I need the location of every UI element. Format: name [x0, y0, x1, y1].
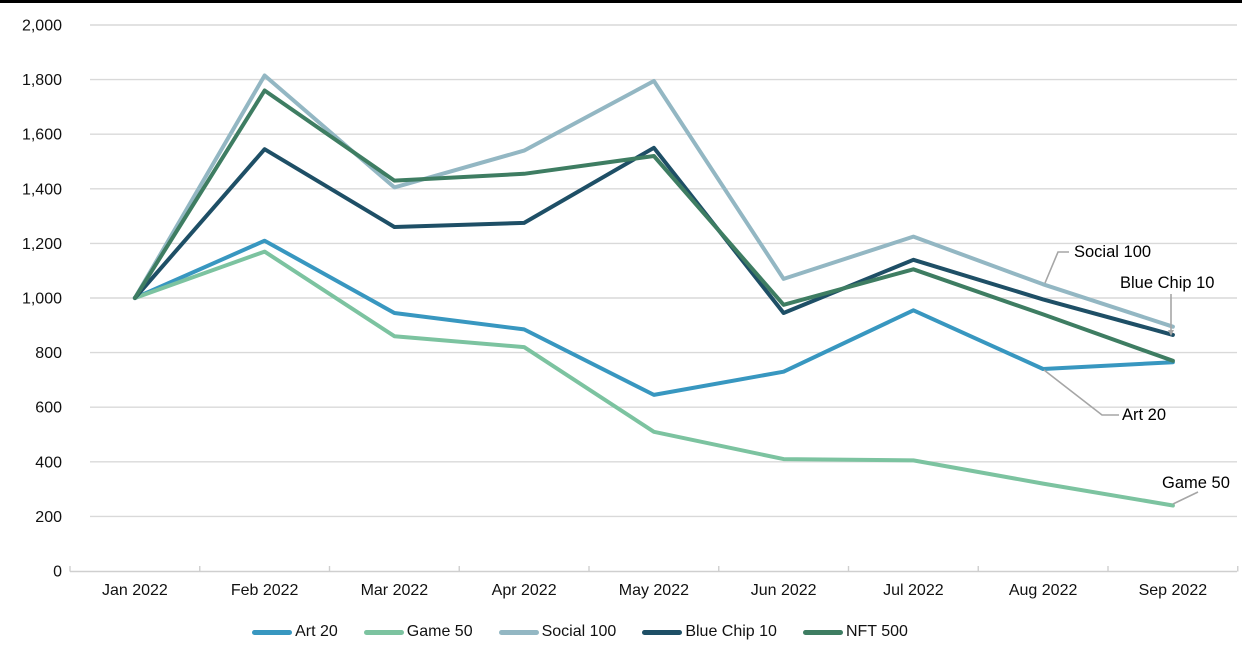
x-axis-label-sep-2022: Sep 2022	[1139, 582, 1208, 599]
legend-item-game-50: Game 50	[363, 623, 473, 641]
legend-swatch-social-100	[498, 629, 539, 635]
y-axis-tick-label-1200: 1,200	[22, 236, 62, 253]
series-line-social-100	[132, 73, 1175, 329]
y-axis-tick-label-2000: 2,000	[22, 18, 62, 35]
x-axis-label-jul-2022: Jul 2022	[883, 582, 944, 599]
y-axis-tick-label-1000: 1,000	[22, 291, 62, 308]
annotations: Social 100 Blue Chip 10 Art 20 Game 50	[1043, 243, 1230, 505]
y-axis-tick-label-1600: 1,600	[22, 127, 62, 144]
legend-label-art-20: Art 20	[295, 623, 338, 640]
x-axis-label-jun-2022: Jun 2022	[751, 582, 817, 599]
series-line-nft-500	[132, 88, 1175, 363]
legend-label-social-100: Social 100	[541, 623, 617, 640]
y-axis-tick-label-200: 200	[35, 509, 62, 526]
gridlines: 0 200 400 600 800 1,000 1,200 1,400 1,600 1,800 2,…	[22, 18, 1237, 581]
legend-swatch-art-20	[252, 629, 293, 635]
x-axis-label-jan-2022: Jan 2022	[102, 582, 168, 599]
series-line-blue-chip-10	[132, 145, 1175, 337]
series-lines	[132, 73, 1175, 508]
legend-label-game-50: Game 50	[406, 623, 473, 640]
annotation-game-50: Game 50	[1162, 474, 1230, 492]
series-line-game-50	[132, 249, 1175, 508]
y-axis-tick-label-800: 800	[35, 345, 62, 362]
y-axis-tick-label-1400: 1,400	[22, 181, 62, 198]
x-axis-label-feb-2022: Feb 2022	[231, 582, 299, 599]
chart-canvas: 0 200 400 600 800 1,000 1,200 1,400 1,600 1,800 2,…	[22, 18, 1239, 599]
x-axis-label-apr-2022: Apr 2022	[492, 582, 557, 599]
annotation-social-100: Social 100	[1074, 243, 1151, 261]
legend-swatch-blue-chip-10	[642, 629, 683, 635]
annotation-art-20: Art 20	[1122, 406, 1166, 424]
series-line-art-20	[132, 238, 1175, 397]
y-axis-tick-label-400: 400	[35, 454, 62, 471]
legend-item-blue-chip-10: Blue Chip 10	[642, 623, 777, 641]
legend-label-blue-chip-10: Blue Chip 10	[685, 623, 777, 640]
legend-label-nft-500: NFT 500	[845, 623, 908, 640]
x-axis: Jan 2022 Feb 2022 Mar 2022 Apr 2022 May 2022…	[69, 566, 1239, 599]
x-axis-label-may-2022: May 2022	[619, 582, 689, 599]
annotation-leader-game-50	[1172, 491, 1199, 505]
legend-item-nft-500: NFT 500	[802, 623, 908, 641]
legend-swatch-game-50	[363, 629, 404, 635]
legend-swatch-nft-500	[802, 629, 843, 635]
legend-item-social-100: Social 100	[498, 623, 617, 641]
annotation-leader-art-20	[1043, 369, 1119, 416]
x-axis-label-aug-2022: Aug 2022	[1009, 582, 1078, 599]
annotation-blue-chip-10: Blue Chip 10	[1120, 274, 1214, 292]
chart-legend: Art 20 Game 50 Social 100 Blue Chip 10 NFT 5…	[0, 623, 1160, 641]
annotation-arrow-blue-chip-10	[1168, 330, 1174, 336]
y-axis-tick-label-1800: 1,800	[22, 72, 62, 89]
annotation-leader-social-100	[1044, 251, 1069, 284]
x-axis-label-mar-2022: Mar 2022	[361, 582, 429, 599]
y-axis-tick-label-0: 0	[53, 564, 62, 581]
y-axis-tick-label-600: 600	[35, 400, 62, 417]
legend-item-art-20: Art 20	[252, 623, 338, 641]
